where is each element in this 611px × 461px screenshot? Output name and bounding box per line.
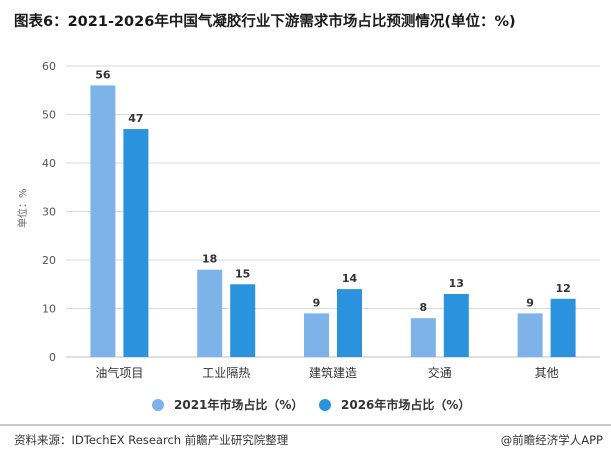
legend-swatch-2026 — [319, 398, 331, 411]
x-tick-label: 油气项目 — [95, 365, 143, 380]
y-axis-title: 单位：% — [18, 188, 29, 228]
y-tick-label: 20 — [42, 254, 56, 267]
bar-2021 — [517, 313, 543, 357]
y-tick-label: 50 — [42, 109, 56, 122]
y-tick-label: 30 — [42, 206, 56, 219]
data-label: 9 — [313, 296, 321, 309]
bar-2021 — [197, 269, 223, 357]
credit-note: @前瞻经济学人APP — [500, 433, 603, 447]
data-label: 18 — [202, 253, 217, 266]
data-label: 15 — [235, 267, 250, 280]
data-label: 47 — [128, 112, 143, 125]
x-tick-label: 工业隔热 — [202, 366, 250, 380]
y-axis-ticks: 0 10 20 30 40 50 60 — [42, 60, 56, 364]
data-label: 9 — [526, 296, 534, 309]
bar-2026 — [230, 284, 256, 357]
bar-2021 — [90, 85, 116, 358]
gridlines — [66, 65, 600, 358]
chart-title: 图表6：2021-2026年中国气凝胶行业下游需求市场占比预测情况(单位：%) — [14, 14, 516, 30]
data-label: 8 — [419, 301, 427, 314]
y-tick-label: 60 — [42, 60, 56, 73]
bar-2026 — [550, 298, 576, 357]
x-tick-label: 其他 — [535, 366, 559, 380]
legend: 2021年市场占比（%） 2026年市场占比（%） — [0, 396, 611, 414]
y-tick-label: 40 — [42, 157, 56, 170]
x-tick-label: 建筑建造 — [309, 365, 357, 380]
data-label: 56 — [95, 68, 111, 81]
data-label: 13 — [449, 277, 464, 290]
legend-item-2026: 2026年市场占比（%） — [319, 396, 470, 413]
x-tick-label: 交通 — [428, 365, 452, 380]
footer-divider — [0, 424, 611, 426]
bar-2026 — [123, 129, 149, 357]
data-label: 14 — [342, 272, 358, 285]
bar-2021 — [410, 318, 436, 357]
source-note: 资料来源：IDTechEX Research 前瞻产业研究院整理 — [14, 433, 289, 447]
bar-2026 — [337, 289, 362, 357]
legend-swatch-2021 — [152, 398, 164, 411]
bar-chart: 0 10 20 30 40 50 60 56 47 18 15 9 14 8 13 9 12 油气项目 工业隔热… — [42, 60, 600, 380]
y-tick-label: 10 — [42, 303, 56, 316]
data-labels: 56 47 18 15 9 14 8 13 9 12 — [95, 68, 571, 314]
legend-label-2026: 2026年市场占比（%） — [341, 398, 471, 412]
x-axis-ticks: 油气项目 工业隔热 建筑建造 交通 其他 — [95, 365, 558, 380]
legend-label-2021: 2021年市场占比（%） — [174, 398, 304, 412]
y-tick-label: 0 — [49, 351, 56, 364]
legend-item-2021: 2021年市场占比（%） — [152, 396, 303, 413]
data-label: 12 — [555, 282, 570, 295]
bars — [90, 85, 576, 358]
bar-2026 — [443, 293, 469, 357]
bar-2021 — [304, 313, 329, 357]
